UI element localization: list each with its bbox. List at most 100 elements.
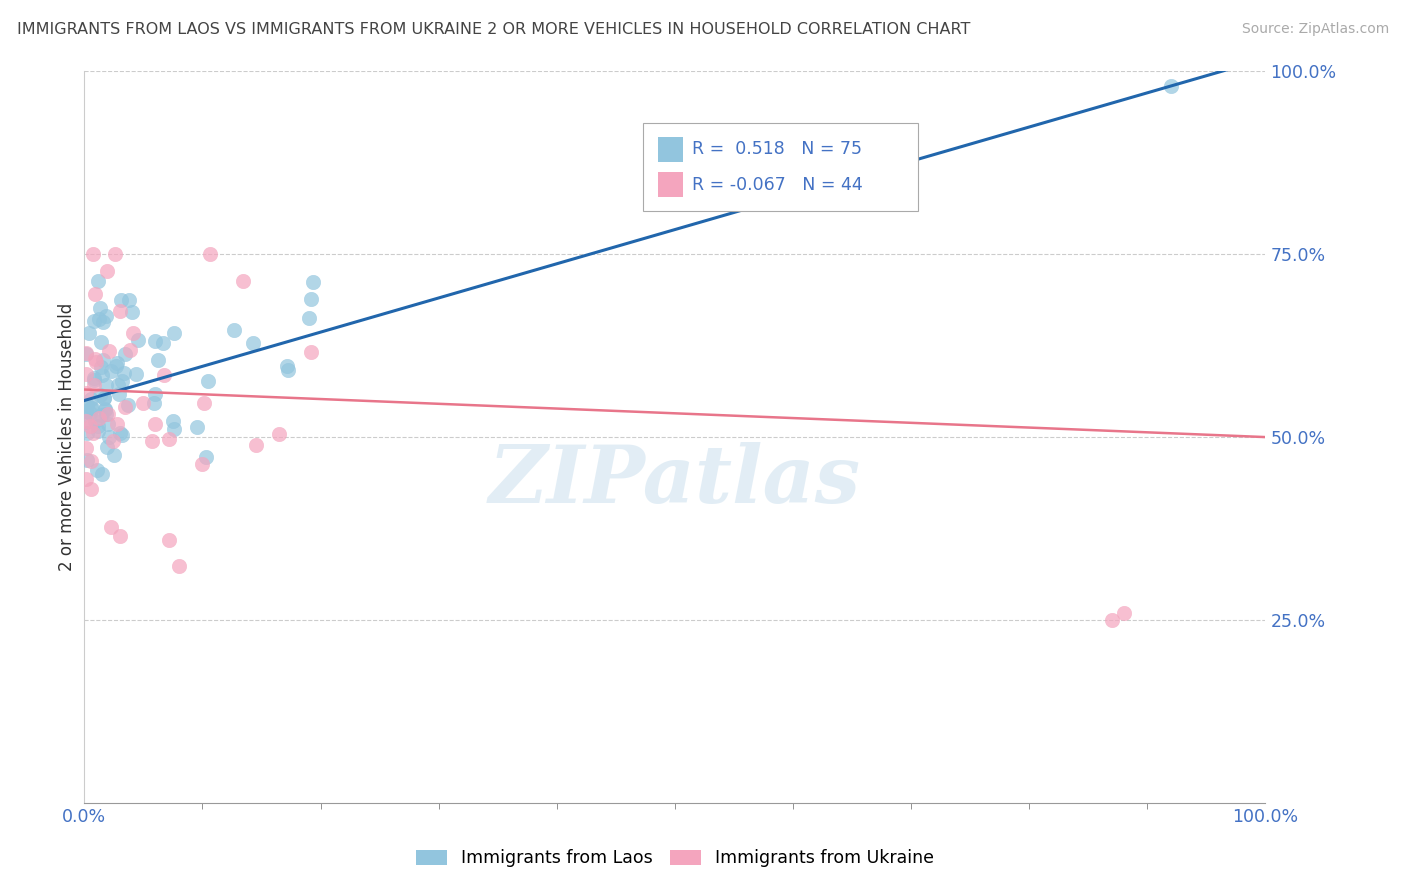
Point: [108, 386, 131, 401]
Text: R =  0.518   N = 75: R = 0.518 N = 75: [692, 140, 862, 158]
Point: [101, 434, 124, 448]
Point: [299, 345, 322, 359]
Point: [87, 274, 110, 288]
Point: [86, 463, 108, 477]
Point: [87, 424, 110, 438]
Point: [143, 387, 166, 401]
Point: [87, 411, 110, 425]
Point: [80, 453, 103, 467]
Point: [96, 441, 118, 455]
Point: [91, 353, 114, 368]
Point: [83, 286, 105, 301]
Point: [114, 347, 136, 361]
Text: ZIPatlas: ZIPatlas: [489, 442, 860, 520]
Point: [83, 377, 105, 392]
Point: [91, 315, 114, 329]
Point: [96, 407, 118, 421]
Point: [117, 398, 139, 412]
Point: [267, 427, 290, 442]
Point: [77, 326, 100, 340]
Point: [96, 309, 118, 323]
Point: [94, 402, 117, 417]
Point: [118, 293, 141, 307]
Point: [110, 293, 132, 307]
Point: [100, 520, 122, 534]
Point: [84, 414, 107, 428]
Point: [242, 335, 264, 350]
Point: [1160, 78, 1182, 93]
Point: [83, 371, 105, 385]
Point: [167, 558, 190, 573]
Point: [120, 343, 142, 357]
Point: [75, 404, 97, 418]
Point: [298, 310, 321, 325]
Point: [108, 304, 131, 318]
Y-axis label: 2 or more Vehicles in Household: 2 or more Vehicles in Household: [58, 303, 76, 571]
Point: [245, 438, 267, 452]
Point: [157, 533, 180, 548]
Point: [75, 347, 97, 361]
Point: [80, 482, 103, 496]
Point: [84, 351, 107, 366]
Point: [276, 359, 298, 373]
Text: Source: ZipAtlas.com: Source: ZipAtlas.com: [1241, 22, 1389, 37]
Point: [122, 326, 145, 340]
Point: [186, 420, 208, 434]
Point: [1112, 606, 1135, 620]
Point: [105, 355, 128, 369]
Point: [153, 368, 176, 383]
Point: [80, 392, 103, 406]
Point: [152, 336, 174, 351]
Point: [197, 375, 219, 389]
Point: [82, 426, 104, 441]
Point: [75, 472, 97, 486]
Point: [90, 408, 112, 422]
Legend: Immigrants from Laos, Immigrants from Ukraine: Immigrants from Laos, Immigrants from Uk…: [416, 849, 934, 867]
Point: [96, 377, 118, 392]
Point: [79, 418, 101, 433]
Point: [125, 367, 148, 381]
Point: [96, 264, 118, 278]
Point: [132, 395, 155, 409]
Point: [104, 247, 127, 261]
Point: [75, 386, 97, 401]
Point: [75, 346, 97, 360]
Point: [191, 457, 214, 471]
Point: [127, 333, 149, 347]
Point: [76, 425, 98, 440]
Point: [107, 377, 129, 392]
Point: [157, 432, 180, 446]
Point: [89, 301, 111, 315]
Point: [97, 408, 120, 422]
Point: [111, 427, 134, 442]
Point: [277, 363, 299, 377]
Point: [75, 414, 97, 428]
Point: [222, 323, 245, 337]
Point: [87, 312, 110, 326]
Point: [90, 359, 112, 374]
Point: [100, 364, 122, 378]
Point: [143, 417, 166, 431]
Point: [97, 344, 120, 359]
Point: [80, 401, 103, 416]
Point: [143, 396, 166, 410]
Point: [82, 247, 104, 261]
Point: [103, 448, 125, 462]
Point: [83, 314, 105, 328]
Point: [105, 417, 128, 431]
Point: [112, 366, 135, 380]
Point: [121, 305, 143, 319]
Point: [93, 391, 115, 405]
Point: [75, 441, 97, 455]
Point: [94, 401, 117, 416]
Point: [104, 359, 127, 373]
Point: [89, 387, 111, 401]
Point: [76, 398, 98, 412]
Point: [299, 292, 322, 306]
Point: [91, 368, 114, 382]
Point: [98, 430, 121, 444]
Point: [91, 467, 114, 481]
Point: [76, 453, 98, 467]
Point: [162, 422, 184, 436]
Point: [114, 401, 136, 415]
